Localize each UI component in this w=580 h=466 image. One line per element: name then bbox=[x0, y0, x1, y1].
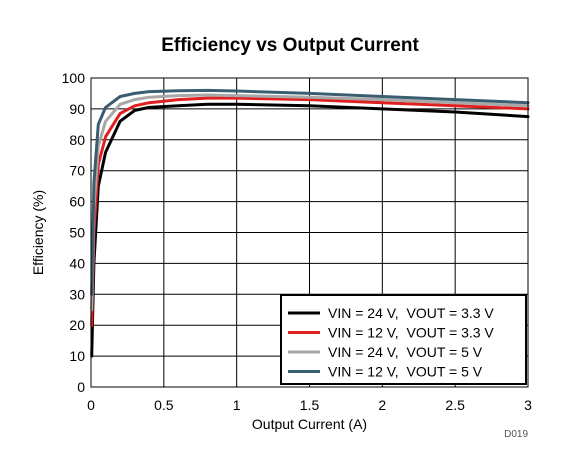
series-line-3 bbox=[90, 93, 530, 312]
legend-label-2: VIN = 12 V, VOUT = 3.3 V bbox=[328, 325, 494, 341]
x-tick-label: 1 bbox=[233, 397, 241, 413]
figure-id: D019 bbox=[504, 429, 528, 440]
x-tick-label: 2.5 bbox=[445, 397, 465, 413]
y-tick-labels: 0 10 20 30 40 50 60 70 80 90 100 bbox=[62, 70, 86, 395]
series-line-1 bbox=[90, 102, 530, 358]
x-tick-label: 0 bbox=[87, 397, 95, 413]
y-axis-title: Efficiency (%) bbox=[30, 190, 46, 275]
y-tick-label: 80 bbox=[69, 132, 85, 148]
y-tick-label: 70 bbox=[69, 163, 85, 179]
y-tick-label: 100 bbox=[62, 70, 86, 86]
x-tick-label: 0.5 bbox=[154, 397, 174, 413]
y-tick-label: 20 bbox=[69, 317, 85, 333]
x-axis-title: Output Current (A) bbox=[252, 416, 367, 432]
series-line-2 bbox=[90, 96, 530, 327]
y-tick-label: 30 bbox=[69, 286, 85, 302]
y-tick-label: 10 bbox=[69, 348, 85, 364]
y-tick-label: 40 bbox=[69, 255, 85, 271]
plot-frame bbox=[90, 77, 529, 388]
x-tick-label: 2 bbox=[378, 397, 386, 413]
y-tick-label: 60 bbox=[69, 194, 85, 210]
legend-label-1: VIN = 24 V, VOUT = 3.3 V bbox=[328, 305, 494, 321]
series-lines bbox=[90, 88, 530, 358]
x-tick-label: 1.5 bbox=[300, 397, 320, 413]
y-tick-label: 90 bbox=[69, 101, 85, 117]
legend-label-3: VIN = 24 V, VOUT = 5 V bbox=[328, 344, 483, 360]
legend: VIN = 24 V, VOUT = 3.3 V VIN = 12 V, VOUT… bbox=[280, 294, 527, 385]
x-tick-label: 3 bbox=[524, 397, 532, 413]
chart-title: Efficiency vs Output Current bbox=[161, 35, 419, 56]
y-tick-label: 50 bbox=[69, 225, 85, 241]
x-tick-labels: 0 0.5 1 1.5 2 2.5 3 bbox=[87, 397, 532, 413]
legend-box bbox=[280, 294, 527, 385]
series-line-4 bbox=[90, 88, 530, 296]
legend-label-4: VIN = 12 V, VOUT = 5 V bbox=[328, 364, 483, 380]
y-tick-label: 0 bbox=[77, 379, 85, 395]
